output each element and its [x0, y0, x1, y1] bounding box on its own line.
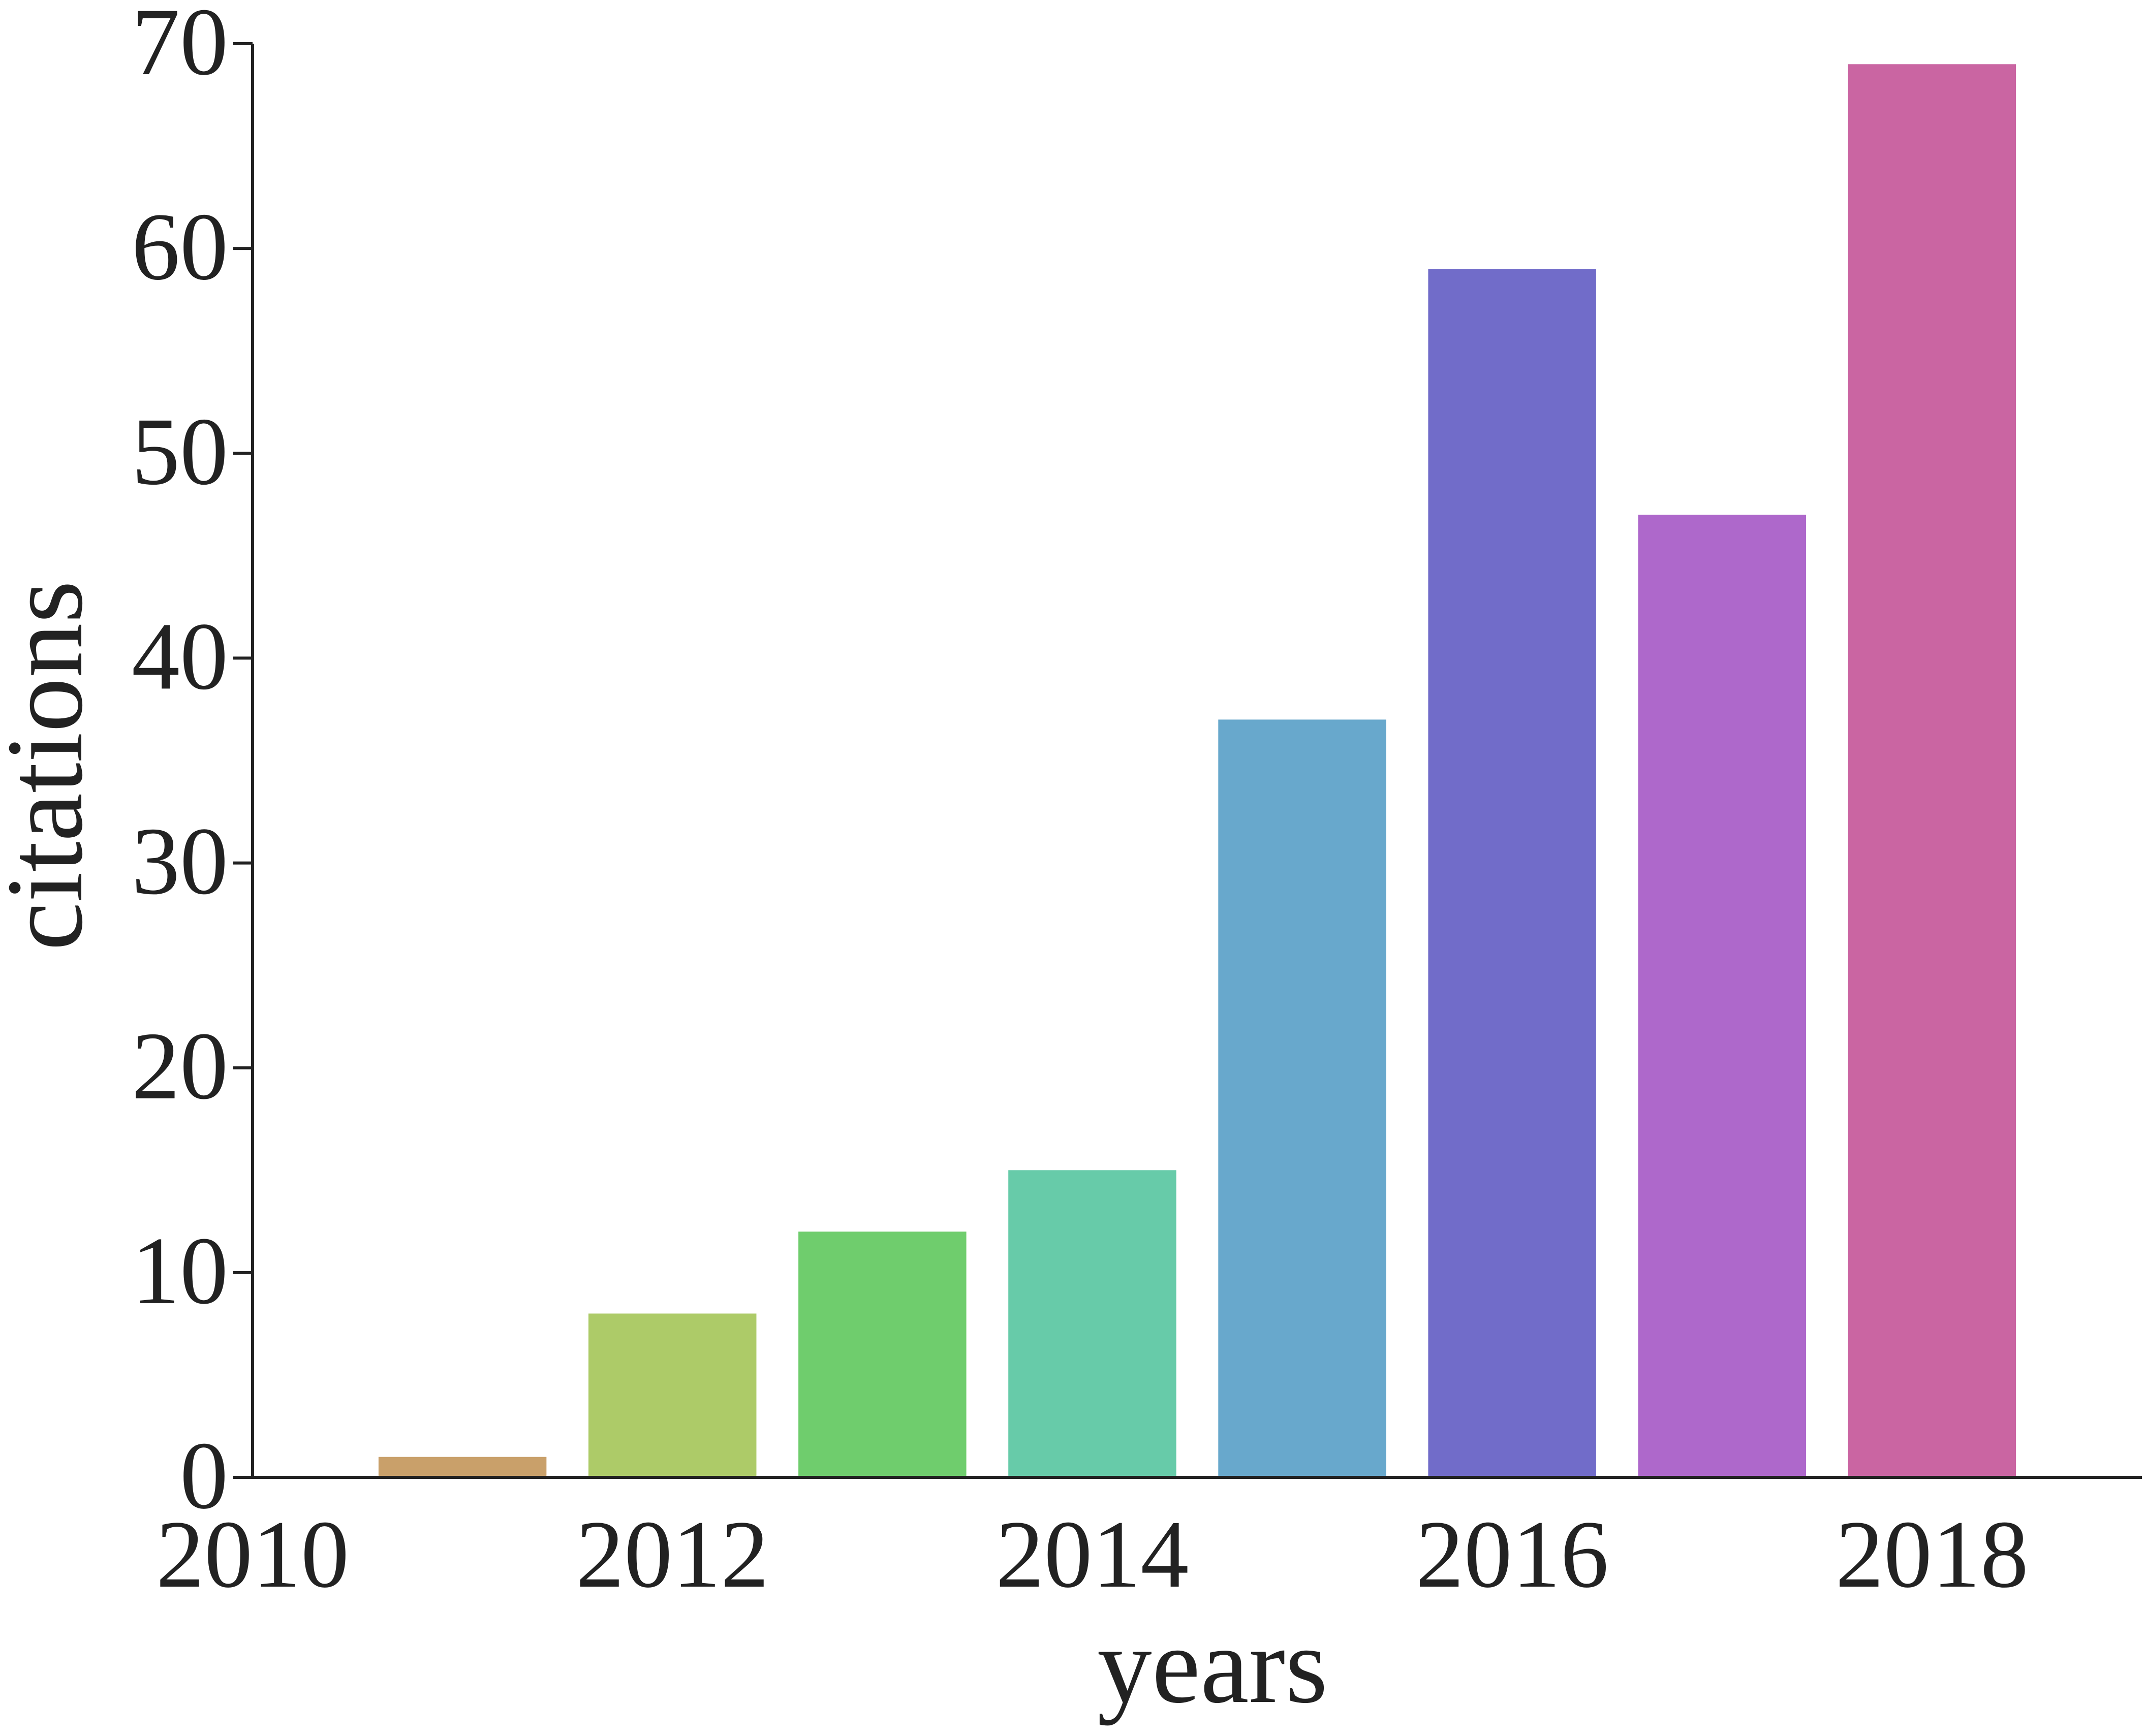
bar-2018 [1848, 64, 2016, 1478]
bar-2015 [1218, 719, 1386, 1477]
y-tick-label-20: 20 [132, 1013, 228, 1120]
bars-group [378, 64, 2016, 1478]
x-tick-label-2018: 2018 [1836, 1501, 2029, 1608]
x-axis-title: years [1097, 1604, 1328, 1726]
y-tick-label-40: 40 [132, 603, 228, 710]
x-tick-label-2014: 2014 [996, 1501, 1189, 1608]
y-tick-label-0: 0 [180, 1423, 228, 1529]
x-tick-label-2016: 2016 [1416, 1501, 1609, 1608]
bar-2011 [378, 1457, 547, 1477]
y-tick-label-50: 50 [132, 398, 228, 505]
y-tick-label-30: 30 [132, 808, 228, 915]
y-axis-title: citations [0, 581, 105, 951]
bar-2017 [1638, 515, 1807, 1478]
x-tick-label-2010: 2010 [156, 1501, 349, 1608]
bar-2016 [1428, 269, 1596, 1478]
x-tick-label-2012: 2012 [576, 1501, 769, 1608]
y-axis-ticks: 0 10 20 30 40 50 60 70 [132, 0, 253, 1529]
x-axis-ticks: 2010 2012 2014 2016 2018 [156, 1501, 2029, 1608]
bar-2013 [798, 1232, 967, 1477]
bar-2012 [588, 1313, 757, 1477]
y-tick-label-70: 70 [132, 0, 228, 96]
y-tick-label-60: 60 [132, 194, 228, 300]
bar-2014 [1008, 1170, 1176, 1477]
y-tick-label-10: 10 [132, 1218, 228, 1324]
